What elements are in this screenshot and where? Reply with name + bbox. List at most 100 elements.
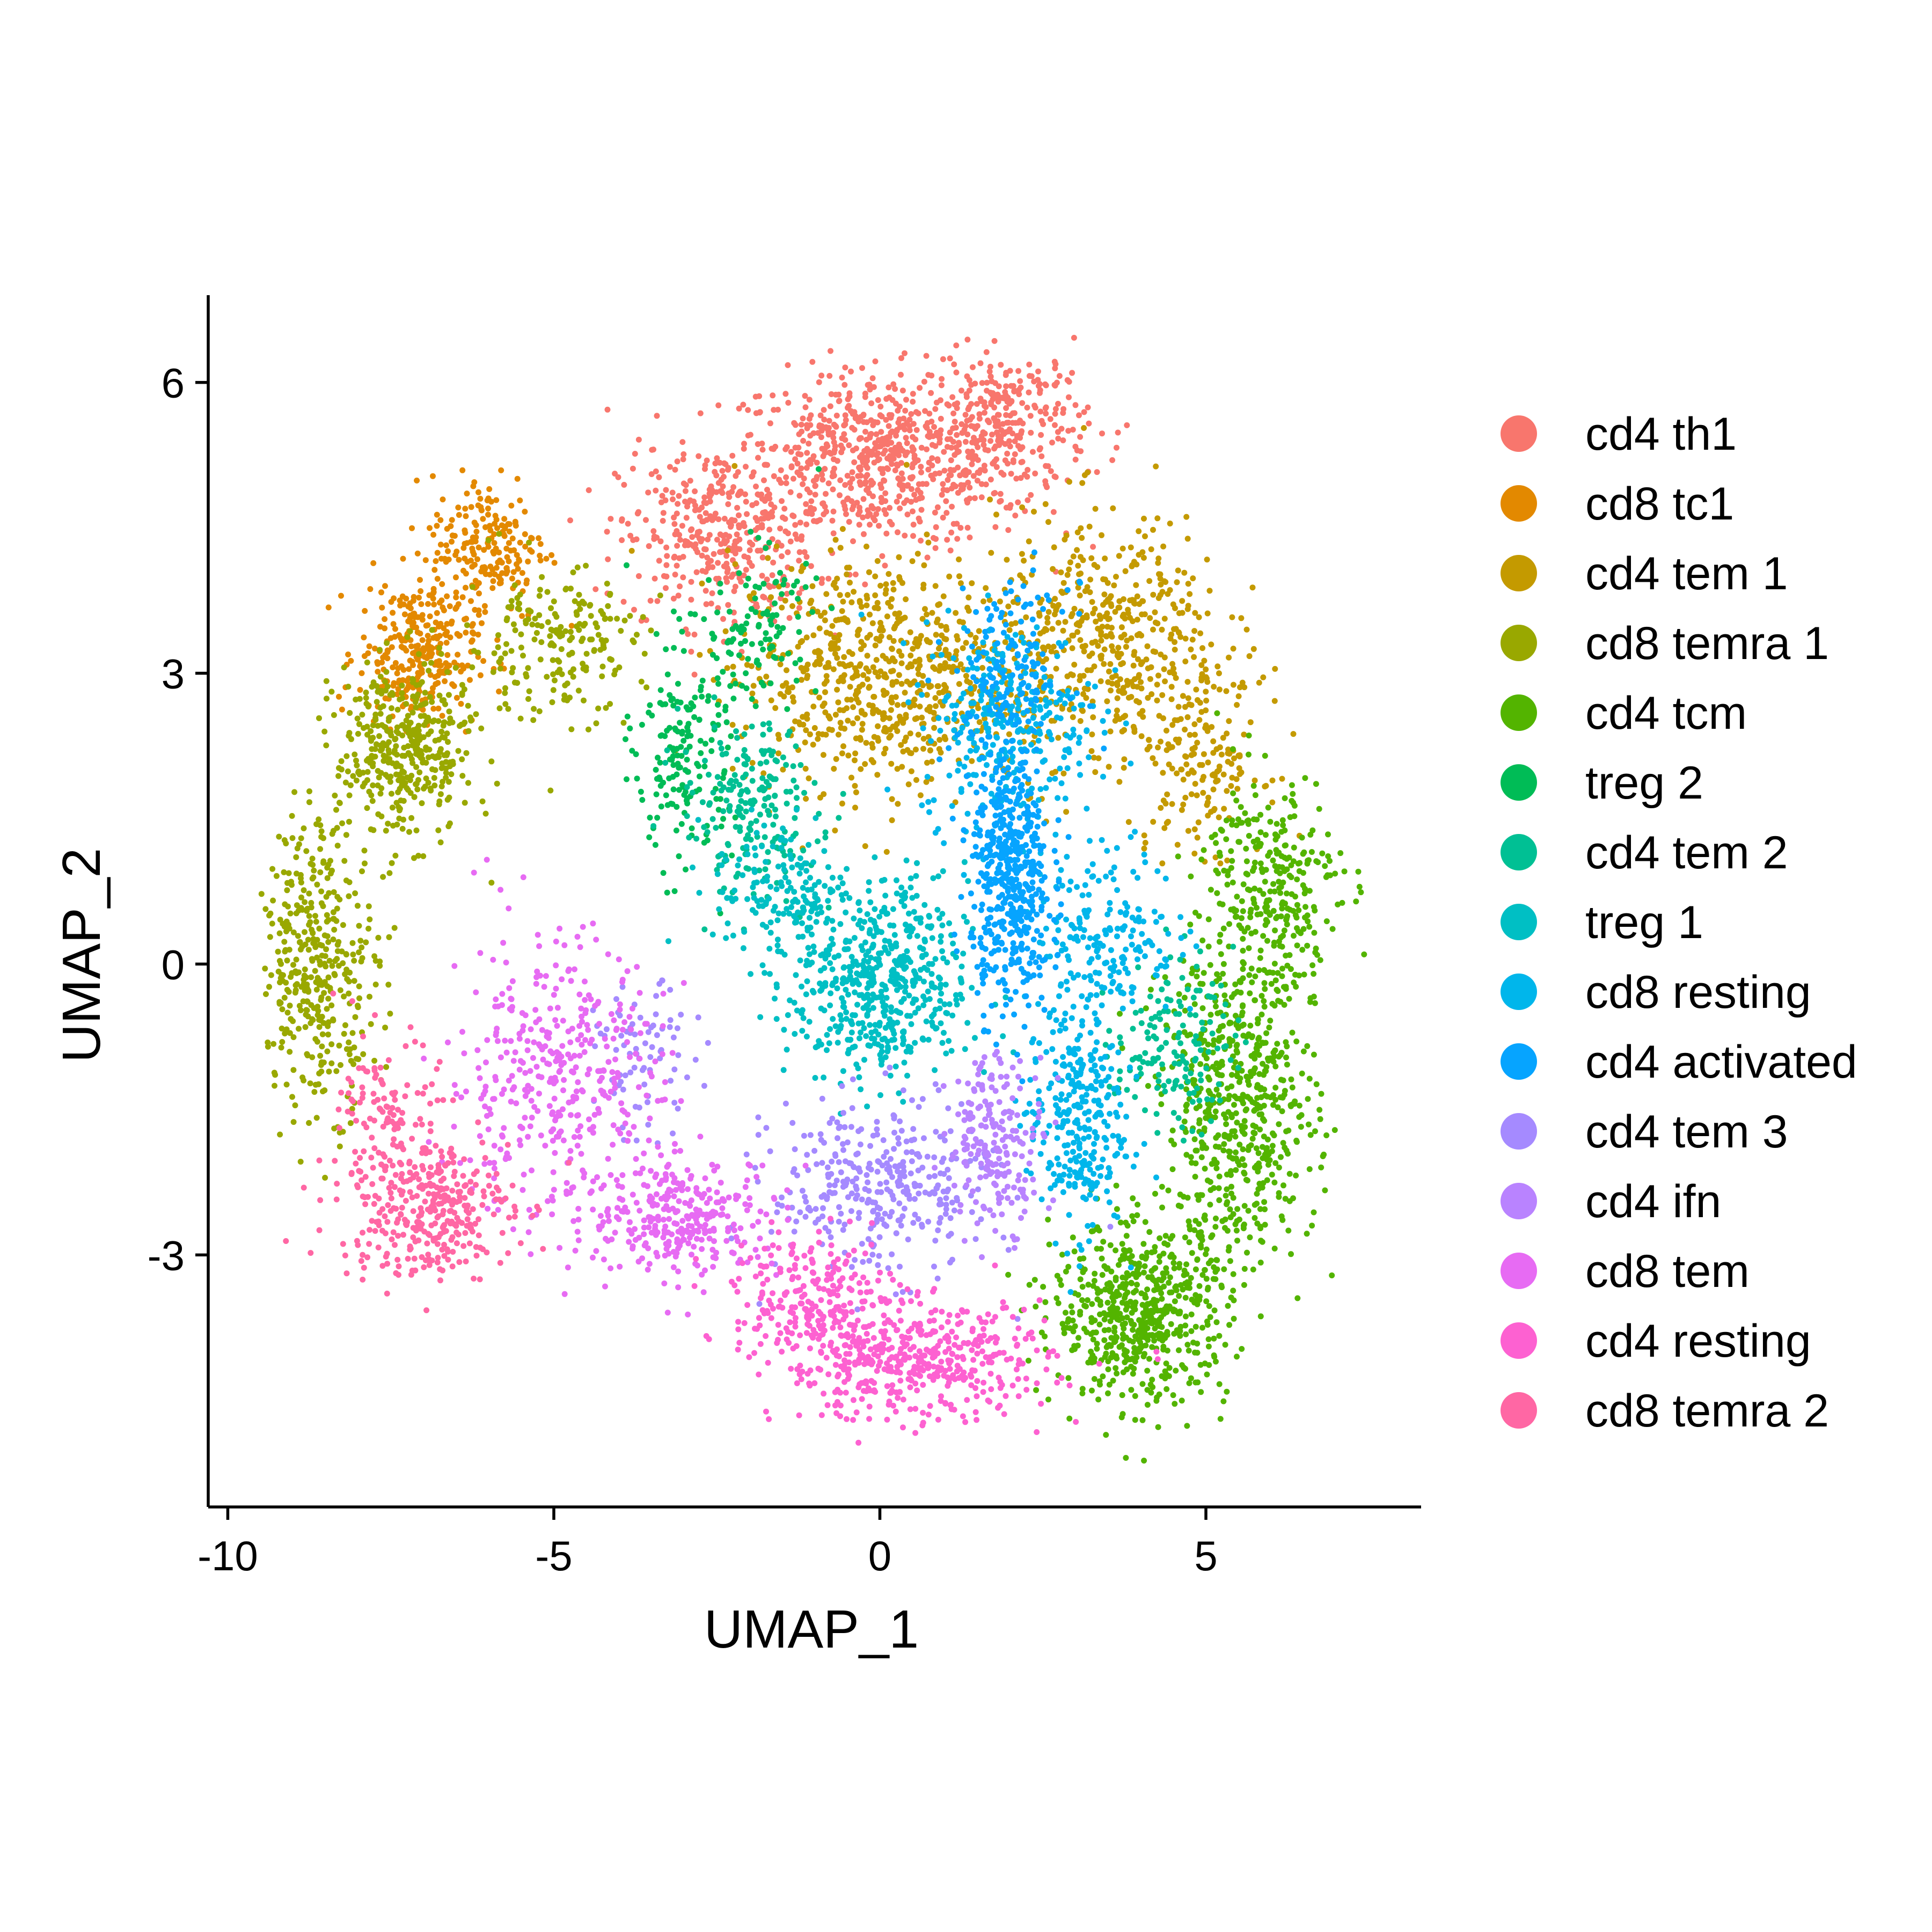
data-point [970, 473, 977, 479]
data-point [786, 615, 793, 621]
data-point [978, 481, 985, 487]
data-point [1192, 1266, 1199, 1272]
data-point [1139, 598, 1145, 604]
data-point [605, 603, 611, 609]
data-point [1065, 428, 1072, 434]
data-point [604, 529, 610, 535]
data-point [583, 562, 589, 569]
data-point [1224, 1388, 1230, 1395]
data-point [441, 625, 447, 631]
data-point [1182, 1294, 1189, 1301]
data-point [954, 449, 961, 456]
data-point [1005, 420, 1012, 426]
data-point [1188, 791, 1195, 797]
data-point [1062, 619, 1069, 625]
data-point [864, 454, 870, 460]
data-point [733, 473, 739, 479]
data-point [938, 623, 945, 629]
data-point [823, 491, 829, 497]
data-point [1103, 633, 1109, 639]
data-point [403, 701, 409, 707]
data-point [1304, 1043, 1311, 1049]
data-point [1127, 1356, 1133, 1363]
data-point [874, 419, 881, 426]
data-point [873, 707, 880, 713]
data-point [268, 972, 274, 978]
data-point [1048, 468, 1054, 474]
data-point [1235, 693, 1242, 699]
data-point [287, 1002, 293, 1009]
data-point [756, 492, 762, 498]
data-point [1042, 501, 1049, 507]
data-point [1088, 748, 1095, 754]
data-point [846, 518, 852, 525]
data-point [811, 725, 818, 731]
data-point [888, 707, 894, 713]
data-point [1172, 1401, 1178, 1407]
data-point [939, 492, 945, 498]
data-point [1072, 456, 1079, 463]
data-point [669, 489, 676, 496]
data-point [1132, 1299, 1139, 1306]
data-point [525, 558, 531, 565]
data-point [898, 653, 905, 659]
data-point [663, 562, 670, 568]
data-point [765, 582, 772, 589]
data-point [1250, 1267, 1256, 1272]
data-point [883, 581, 889, 588]
data-point [873, 657, 880, 663]
data-point [409, 623, 416, 630]
data-point [1204, 557, 1210, 563]
data-point [1080, 557, 1086, 564]
data-point [1012, 620, 1019, 626]
data-point [1086, 523, 1093, 530]
data-point [1184, 1342, 1191, 1348]
data-point [815, 736, 821, 742]
data-point [567, 517, 573, 524]
data-point [903, 397, 909, 403]
data-point [317, 1052, 324, 1059]
data-point [842, 663, 848, 669]
data-point [387, 779, 393, 785]
data-point [806, 441, 812, 447]
data-point [1169, 801, 1175, 807]
data-point [1216, 1333, 1223, 1339]
data-point [1155, 560, 1161, 566]
data-point [298, 875, 304, 882]
data-point [879, 413, 885, 420]
data-point [996, 383, 1002, 390]
data-point [747, 559, 753, 566]
data-point [1205, 759, 1211, 766]
data-point [894, 766, 901, 772]
data-point [1114, 707, 1120, 714]
data-point [1024, 467, 1031, 473]
data-point [1183, 514, 1190, 520]
data-point [447, 603, 453, 610]
data-point [771, 504, 778, 510]
data-point [405, 713, 411, 719]
data-point [858, 639, 865, 645]
data-point [883, 530, 890, 537]
data-point [875, 506, 881, 512]
data-point [414, 737, 420, 743]
data-point [1197, 1362, 1204, 1368]
data-point [1239, 1346, 1245, 1352]
data-point [944, 537, 950, 543]
data-point [332, 972, 338, 978]
data-point [873, 431, 880, 437]
data-point [1185, 771, 1191, 777]
data-point [389, 644, 395, 650]
data-point [1239, 679, 1246, 686]
data-point [1154, 620, 1161, 627]
data-point [1250, 646, 1257, 652]
data-point [458, 668, 464, 675]
data-point [485, 511, 491, 518]
data-point [954, 536, 961, 542]
data-point [1182, 658, 1189, 664]
data-point [1205, 1284, 1211, 1291]
data-point [598, 608, 604, 614]
data-point [908, 768, 914, 774]
data-point [649, 447, 655, 453]
data-point [870, 422, 876, 428]
data-point [468, 504, 474, 510]
